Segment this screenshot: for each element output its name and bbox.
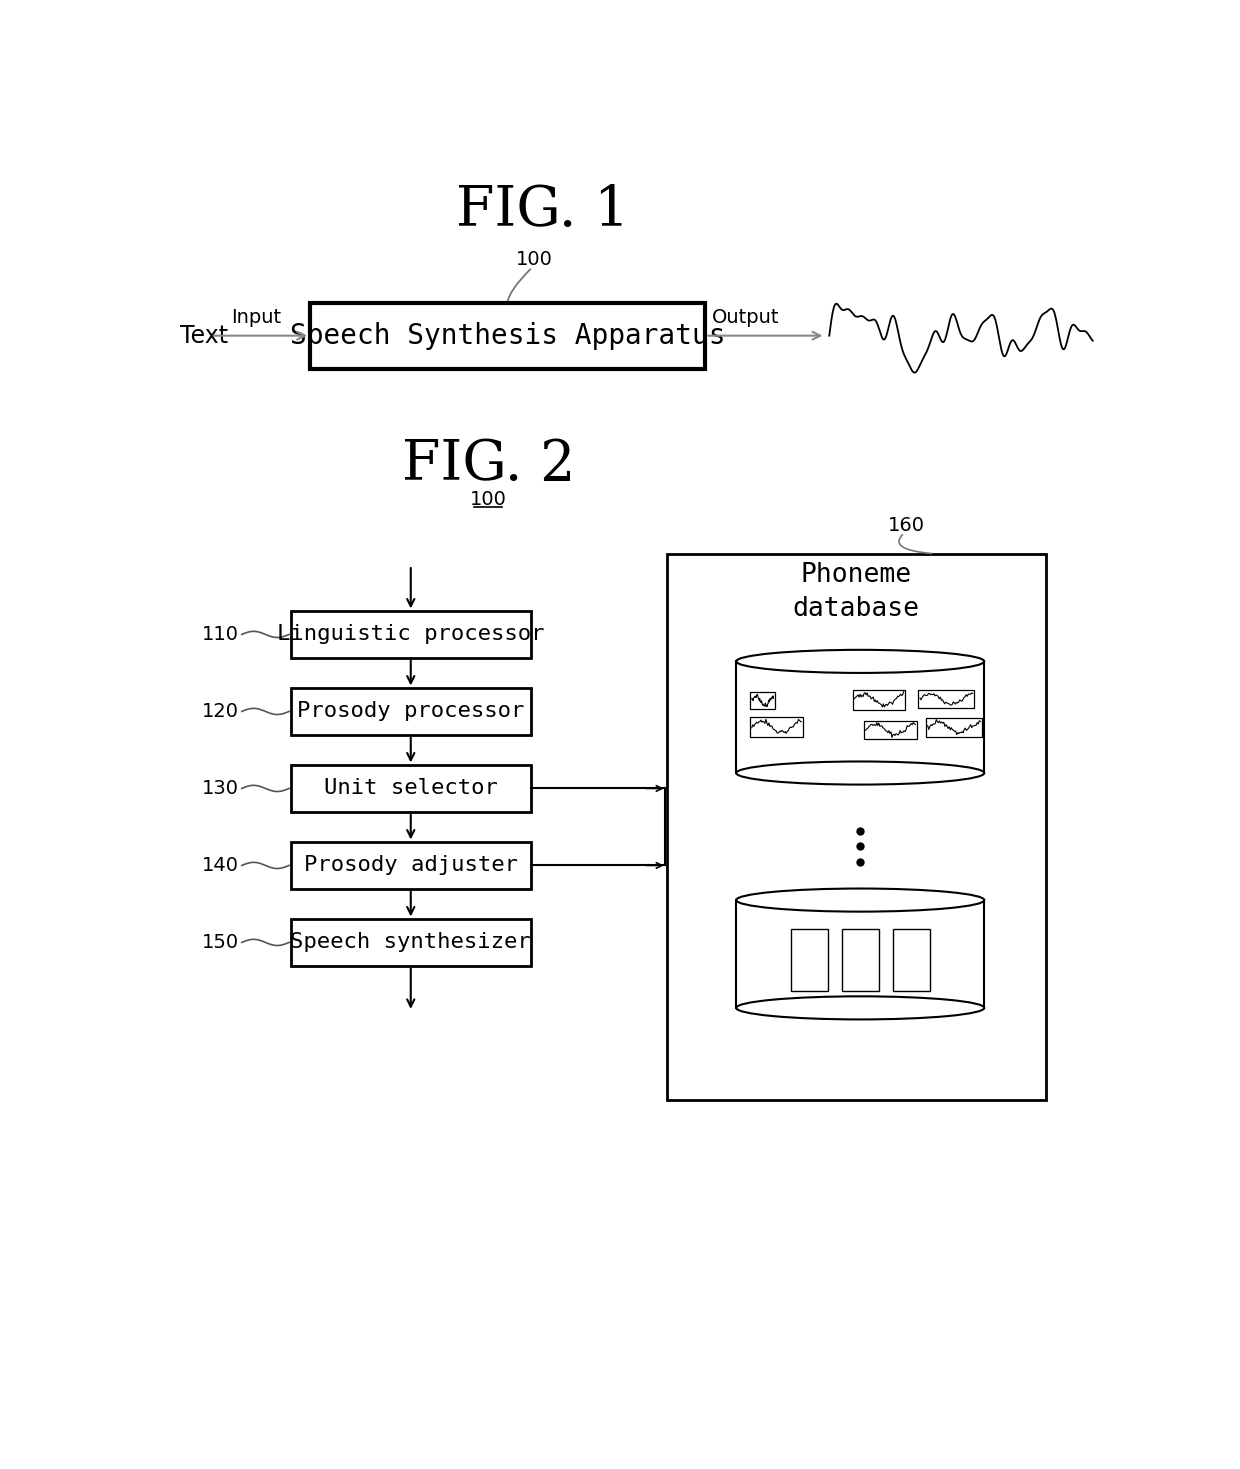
Text: 110: 110: [202, 624, 238, 643]
Bar: [737, 661, 985, 773]
Ellipse shape: [737, 996, 985, 1019]
Text: 100: 100: [470, 491, 507, 510]
Text: Linguistic processor: Linguistic processor: [277, 624, 544, 645]
Text: 100: 100: [516, 250, 553, 269]
Text: Input: Input: [231, 307, 280, 326]
Text: Unit selector: Unit selector: [324, 779, 497, 799]
Text: 140: 140: [202, 856, 238, 876]
Text: Speech Synthesis Apparatus: Speech Synthesis Apparatus: [290, 322, 725, 350]
Text: Prosody processor: Prosody processor: [298, 701, 525, 721]
Ellipse shape: [737, 761, 985, 784]
Bar: [926, 718, 982, 737]
Text: FIG. 1: FIG. 1: [456, 184, 629, 238]
Text: FIG. 2: FIG. 2: [402, 438, 575, 492]
Bar: [750, 692, 775, 710]
Text: 150: 150: [202, 933, 238, 952]
Bar: [842, 930, 879, 992]
Text: 160: 160: [888, 516, 925, 535]
Ellipse shape: [737, 889, 985, 912]
Bar: [290, 765, 531, 811]
Bar: [290, 611, 531, 658]
Text: 120: 120: [202, 702, 238, 721]
Bar: [791, 930, 828, 992]
Bar: [667, 554, 1047, 1100]
Bar: [853, 690, 905, 710]
Bar: [290, 920, 531, 965]
Text: Text: Text: [180, 323, 228, 348]
Text: Phoneme
database: Phoneme database: [792, 563, 920, 621]
Bar: [737, 900, 985, 1008]
Bar: [893, 930, 930, 992]
Text: 130: 130: [202, 779, 238, 798]
Text: Speech synthesizer: Speech synthesizer: [290, 933, 531, 952]
Bar: [290, 689, 531, 734]
Bar: [864, 721, 916, 739]
Bar: [750, 717, 804, 737]
Bar: [290, 842, 531, 889]
Ellipse shape: [737, 649, 985, 673]
Text: Output: Output: [712, 307, 779, 326]
Text: Prosody adjuster: Prosody adjuster: [304, 855, 518, 876]
Bar: [919, 690, 975, 708]
Bar: [310, 303, 706, 369]
